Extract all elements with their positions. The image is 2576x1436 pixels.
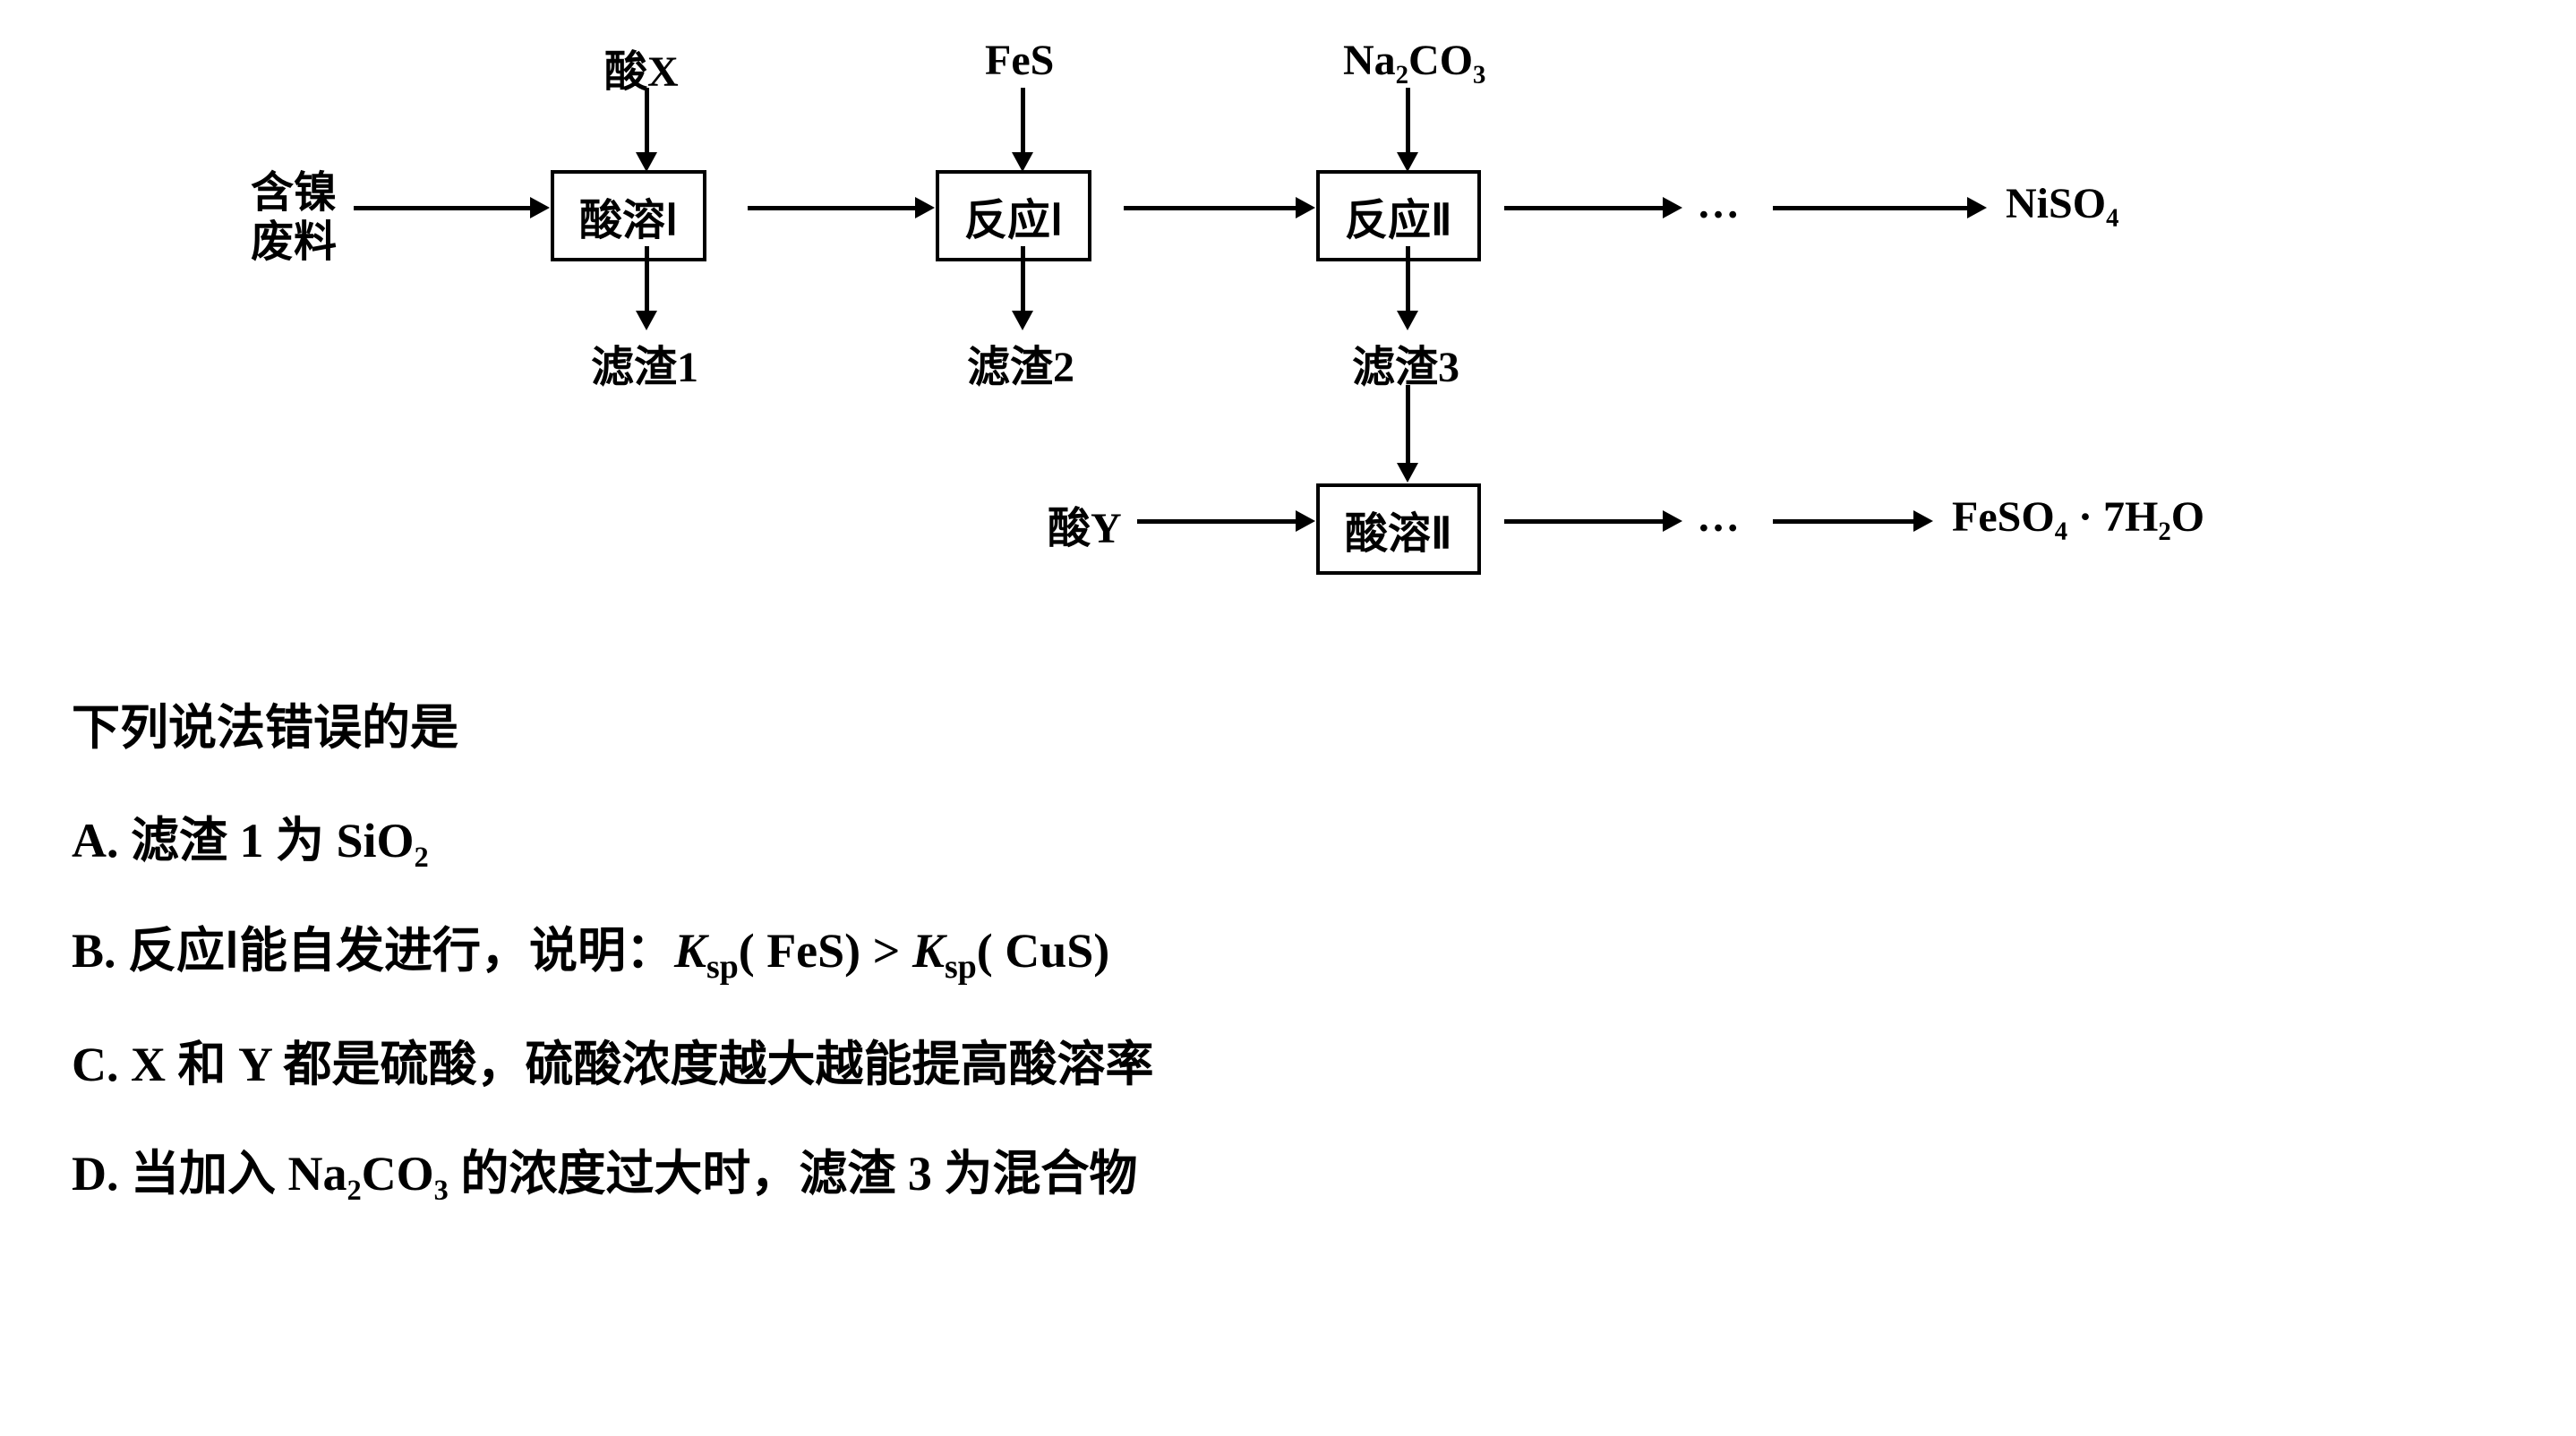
label-residue-1: 滤渣1 (591, 331, 698, 394)
label-na2co3: Na₂CO₃ (1343, 36, 1485, 85)
arrow-h-y (1137, 519, 1298, 524)
dots-1: … (1697, 179, 1743, 228)
arrowhead-right-0 (530, 197, 550, 218)
box-acid-dissolve-2: 酸溶Ⅱ (1316, 483, 1481, 575)
option-b-sub2: sp (945, 948, 977, 986)
arrowhead-down-2 (1012, 152, 1033, 172)
arrowhead-right-4a (1663, 510, 1682, 532)
label-fes: FeS (985, 36, 1054, 85)
box-reaction-2: 反应Ⅱ (1316, 170, 1481, 261)
label-acid-x: 酸X (604, 36, 679, 98)
arrowhead-right-3a (1663, 197, 1682, 218)
label-feso4: FeSO₄ · 7H₂O (1952, 492, 2204, 542)
label-residue-2: 滤渣2 (967, 331, 1074, 394)
arrowhead-right-4b (1913, 510, 1933, 532)
dots-2: … (1697, 492, 1743, 542)
label-input-l2: 废料 (251, 206, 337, 269)
arrowhead-right-1 (915, 197, 935, 218)
arrow-v-1 (645, 88, 649, 155)
label-acid-y: 酸Y (1048, 492, 1122, 555)
arrow-v-2 (1021, 88, 1025, 155)
option-b-k2: K (912, 924, 945, 978)
arrowhead-down-b2 (1012, 311, 1033, 330)
question-stem: 下列说法错误的是 (72, 689, 2504, 766)
option-b-sub1: sp (706, 948, 739, 986)
option-b-k1: K (674, 924, 706, 978)
arrow-v-b4 (1406, 385, 1410, 466)
arrow-h-0 (354, 206, 533, 210)
arrow-v-b1 (645, 246, 649, 313)
option-b-paren1: ( FeS) > (739, 924, 912, 978)
arrow-h-3b (1773, 206, 1970, 210)
arrowhead-down-b4 (1397, 463, 1418, 483)
box-acid-dissolve-1: 酸溶Ⅰ (551, 170, 706, 261)
arrowhead-right-2 (1296, 197, 1315, 218)
option-d: D. 当加入 Na₂CO₃ 的浓度过大时，滤渣 3 为混合物 (72, 1135, 2504, 1212)
arrow-v-3 (1406, 88, 1410, 155)
arrow-v-b2 (1021, 246, 1025, 313)
arrow-h-1 (748, 206, 918, 210)
label-niso4: NiSO₄ (2006, 179, 2118, 228)
arrow-h-2 (1124, 206, 1298, 210)
arrowhead-right-3b (1967, 197, 1987, 218)
arrowhead-down-1 (636, 152, 657, 172)
process-flow-diagram: 酸X FeS Na₂CO₃ 含镍 废料 酸溶Ⅰ 反应Ⅰ 反应Ⅱ … NiSO₄ … (251, 36, 2221, 645)
arrowhead-right-y (1296, 510, 1315, 532)
arrow-h-3a (1504, 206, 1665, 210)
arrow-h-4a (1504, 519, 1665, 524)
option-b: B. 反应Ⅰ能自发进行，说明：Ksp( FeS) > Ksp( CuS) (72, 912, 2504, 994)
arrowhead-down-b3 (1397, 311, 1418, 330)
option-a: A. 滤渣 1 为 SiO₂ (72, 802, 2504, 879)
arrow-v-b3 (1406, 246, 1410, 313)
box-reaction-1: 反应Ⅰ (936, 170, 1091, 261)
option-b-prefix: B. 反应Ⅰ能自发进行，说明： (72, 924, 674, 978)
arrow-h-4b (1773, 519, 1916, 524)
option-c: C. X 和 Y 都是硫酸，硫酸浓度越大越能提高酸溶率 (72, 1026, 2504, 1103)
option-b-paren2: ( CuS) (977, 924, 1110, 978)
arrowhead-down-3 (1397, 152, 1418, 172)
arrowhead-down-b1 (636, 311, 657, 330)
